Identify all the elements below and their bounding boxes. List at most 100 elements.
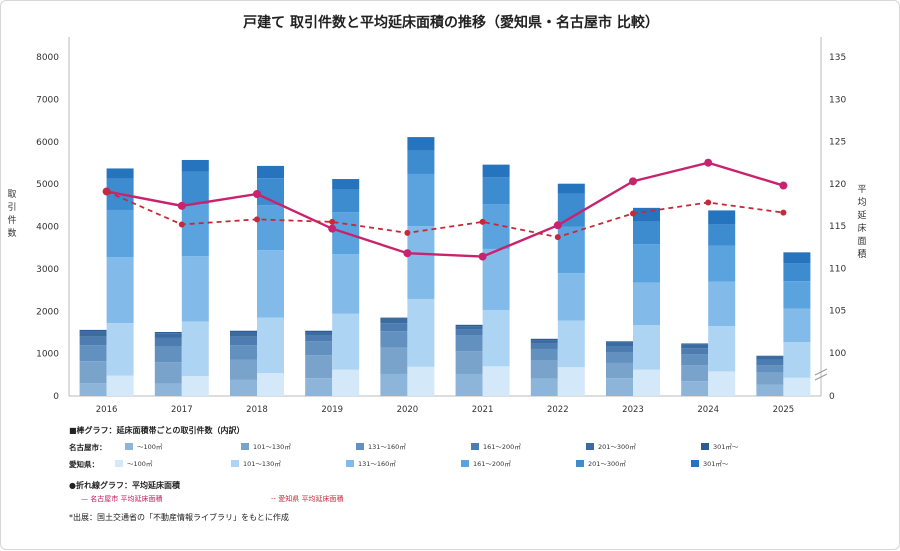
aichi-legend-swatch xyxy=(461,459,469,467)
aichi-area-point xyxy=(178,221,185,228)
aichi-bar-segment xyxy=(557,183,585,194)
aichi-legend-item: 201～300㎡ xyxy=(576,458,626,468)
aichi-area-point xyxy=(404,229,411,236)
aichi-legend-item: 101～130㎡ xyxy=(231,458,281,468)
aichi-bar-segment xyxy=(332,313,360,370)
aichi-legend-item: 131～160㎡ xyxy=(346,458,396,468)
aichi-legend-item: ～100㎡ xyxy=(115,458,152,468)
nagoya-legend-swatch xyxy=(701,442,709,450)
x-tick-label: 2021 xyxy=(472,405,494,415)
nagoya-area-point xyxy=(177,201,186,210)
nagoya-legend-label: 201～300㎡ xyxy=(598,443,636,451)
aichi-bar-segment xyxy=(708,245,736,282)
nagoya-bar-segment xyxy=(154,362,182,384)
aichi-bar-segment xyxy=(482,177,510,205)
axis-break-mark xyxy=(814,368,828,381)
nagoya-bar-segment xyxy=(455,329,483,336)
nagoya-bar-segment xyxy=(305,330,333,333)
nagoya-bar-segment xyxy=(79,331,107,337)
nagoya-bar-segment xyxy=(756,359,784,366)
nagoya-bar-segment xyxy=(380,373,408,396)
aichi-legend-label: 101～130㎡ xyxy=(243,460,281,468)
nagoya-bar-segment xyxy=(154,383,182,396)
aichi-bar-segment xyxy=(106,168,134,179)
aichi-bar-segment xyxy=(783,342,811,378)
aichi-bar-segment xyxy=(557,273,585,321)
aichi-bar-segment xyxy=(633,221,660,245)
aichi-bar-segment xyxy=(181,159,209,172)
nagoya-bar-segment xyxy=(230,379,257,396)
aichi-bar-segment xyxy=(181,376,209,396)
aichi-legend-swatch xyxy=(115,459,123,467)
aichi-bar-segment xyxy=(482,164,510,178)
y-left-tick-label: 5000 xyxy=(36,180,59,190)
aichi-bar-segment xyxy=(557,193,585,227)
legend-bar-heading: ■棒グラフ：延床面積帯ごとの取引件数（内訳） xyxy=(69,426,245,435)
nagoya-legend-swatch xyxy=(125,442,133,450)
nagoya-area-line xyxy=(106,161,784,258)
y-left-tick-label: 4000 xyxy=(36,223,59,233)
nagoya-bar-segment xyxy=(154,332,182,334)
nagoya-bar-segment xyxy=(606,378,633,396)
aichi-bar-segment xyxy=(106,323,134,376)
nagoya-bar-segment xyxy=(455,335,483,352)
aichi-bar-segment xyxy=(257,165,284,179)
legend-line-nagoya: — 名古屋市 平均延床面積 xyxy=(81,495,163,503)
aichi-bar-segment xyxy=(482,248,510,310)
nagoya-area-point xyxy=(553,221,562,230)
nagoya-legend-item: 301㎡～ xyxy=(701,441,738,451)
nagoya-bar-segment xyxy=(79,345,107,362)
aichi-legend-swatch xyxy=(576,459,584,467)
nagoya-bar-segment xyxy=(681,344,709,349)
y-right-tick-label: 125 xyxy=(829,138,846,148)
x-tick-label: 2025 xyxy=(773,405,795,415)
nagoya-bar-segment xyxy=(606,341,633,343)
aichi-bar-segment xyxy=(783,281,811,309)
aichi-bar-segment xyxy=(106,209,134,258)
y-left-tick-label: 7000 xyxy=(36,95,59,105)
aichi-legend-swatch xyxy=(346,459,354,467)
aichi-bar-segment xyxy=(708,326,736,372)
aichi-legend-item: 161～200㎡ xyxy=(461,458,511,468)
aichi-area-point xyxy=(479,218,486,225)
nagoya-bar-segment xyxy=(606,362,633,379)
nagoya-bar-segment xyxy=(606,346,633,353)
aichi-legend-label: 201～300㎡ xyxy=(588,460,626,468)
x-tick-label: 2019 xyxy=(321,405,343,415)
nagoya-bar-segment xyxy=(230,336,257,346)
nagoya-bar-segment xyxy=(305,355,333,379)
nagoya-area-point xyxy=(328,224,337,233)
nagoya-bar-segment xyxy=(530,340,558,344)
aichi-bar-segment xyxy=(106,257,134,324)
aichi-bar-segment xyxy=(557,226,585,274)
aichi-legend-swatch xyxy=(691,459,699,467)
nagoya-bar-segment xyxy=(681,365,709,382)
nagoya-legend-item: 131～160㎡ xyxy=(356,441,406,451)
nagoya-bar-segment xyxy=(380,318,408,324)
aichi-bar-segment xyxy=(633,244,660,283)
aichi-bar-segment xyxy=(708,210,736,225)
y-right-tick-label: 0 xyxy=(829,392,835,402)
source-footnote: *出展：国土交通省の「不動産情報ライブラリ」をもとに作成 xyxy=(69,513,289,522)
nagoya-legend-item: ～100㎡ xyxy=(125,441,162,451)
aichi-bar-segment xyxy=(783,263,811,282)
nagoya-bar-segment xyxy=(681,343,709,345)
aichi-bar-segment xyxy=(257,250,284,318)
nagoya-bar-segment xyxy=(681,354,709,366)
nagoya-bar-segment xyxy=(230,330,257,333)
x-tick-label: 2020 xyxy=(397,405,419,415)
nagoya-legend-item: 101～130㎡ xyxy=(241,441,291,451)
aichi-legend-label: ～100㎡ xyxy=(127,460,153,468)
y-left-tick-label: 6000 xyxy=(36,138,59,148)
aichi-area-point xyxy=(630,210,636,217)
aichi-bar-segment xyxy=(482,309,510,367)
aichi-bar-segment xyxy=(633,369,660,396)
y-right-tick-label: 135 xyxy=(829,53,846,63)
nagoya-legend-swatch xyxy=(241,442,249,450)
nagoya-bar-segment xyxy=(606,352,633,363)
y-left-tick-label: 2000 xyxy=(36,307,59,317)
nagoya-bar-segment xyxy=(530,359,558,379)
aichi-bar-segment xyxy=(332,369,360,396)
aichi-bar-segment xyxy=(407,226,435,299)
